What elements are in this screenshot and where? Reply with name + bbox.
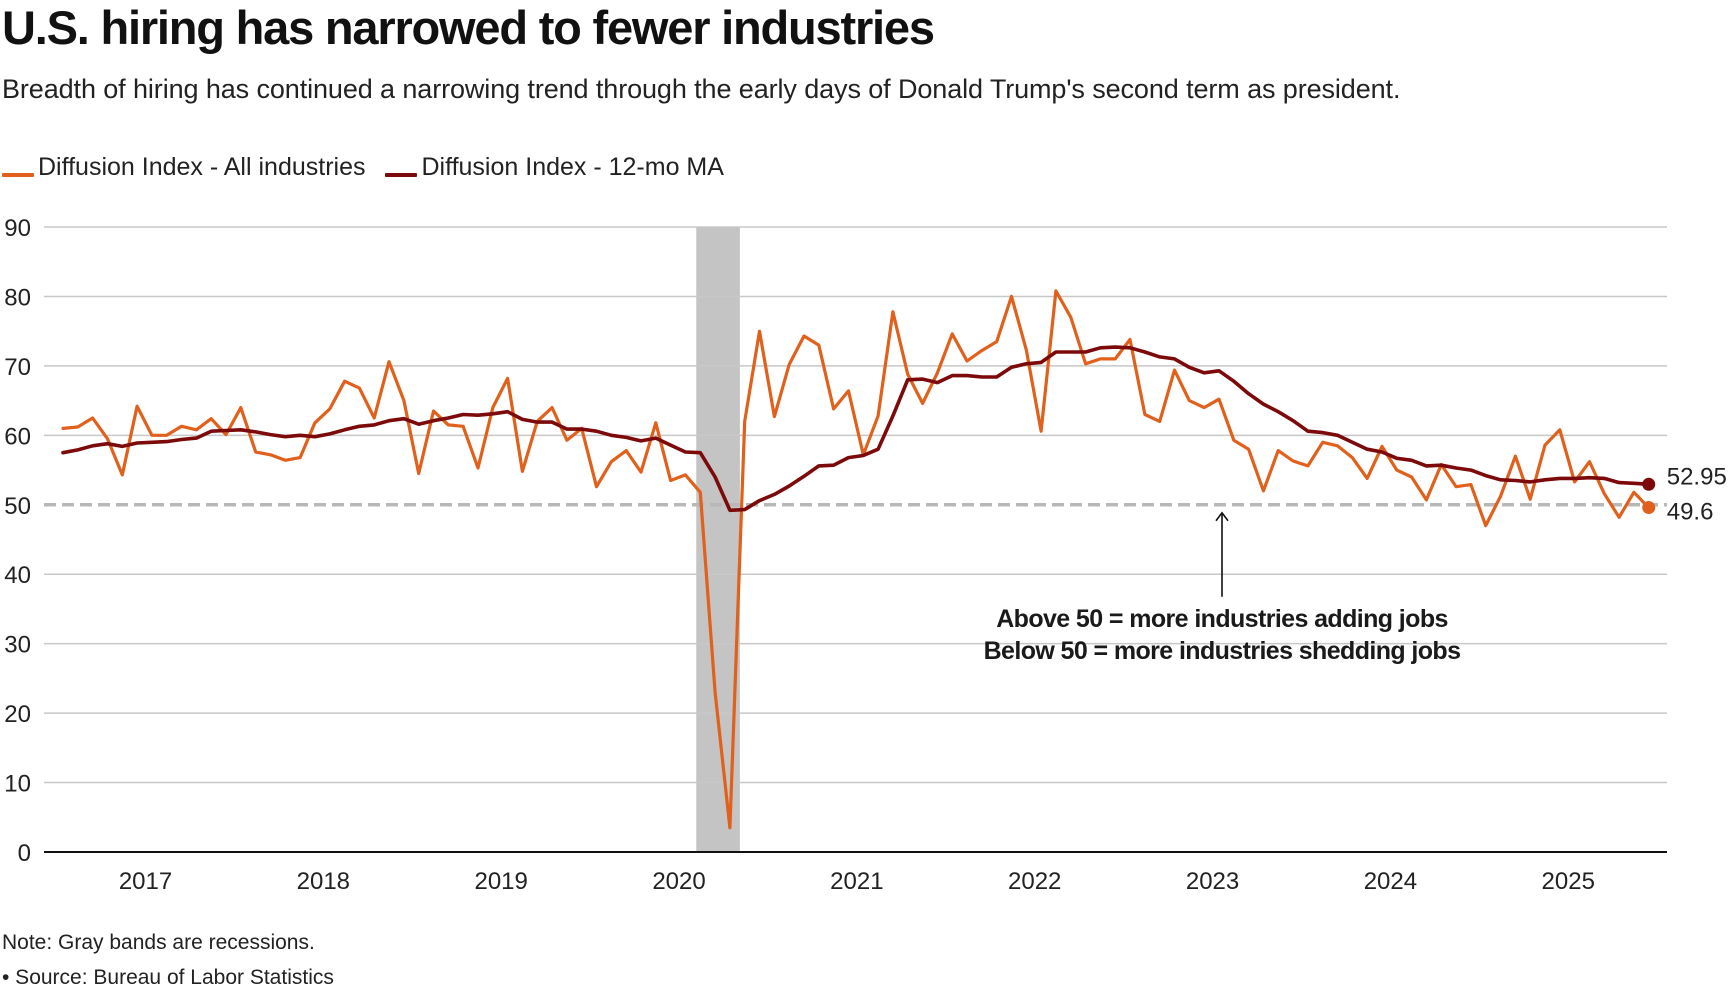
y-tick-label: 80: [4, 284, 31, 311]
x-tick-label: 2019: [474, 868, 527, 895]
legend-item-all-industries: Diffusion Index - All industries: [2, 153, 365, 182]
x-tick-label: 2024: [1364, 868, 1417, 895]
y-tick-label: 0: [18, 840, 31, 867]
y-tick-label: 90: [4, 215, 31, 242]
end-marker-all-industries: [1642, 501, 1656, 515]
annotation-line-2: Below 50 = more industries shedding jobs: [984, 637, 1461, 665]
footnote: Note: Gray bands are recessions.: [2, 931, 315, 954]
series-line-12mo-ma: [61, 345, 1651, 513]
x-tick-label: 2021: [830, 868, 883, 895]
y-tick-label: 70: [4, 354, 31, 381]
x-tick-label: 2020: [652, 868, 705, 895]
chart-title: U.S. hiring has narrowed to fewer indust…: [2, 1, 935, 54]
series-line-all-industries: [61, 289, 1651, 830]
chart-subtitle: Breadth of hiring has continued a narrow…: [2, 74, 1401, 104]
legend-label-all-industries: Diffusion Index - All industries: [38, 153, 366, 181]
series-lines: [61, 289, 1651, 830]
legend-label-ma: Diffusion Index - 12-mo MA: [421, 153, 724, 181]
legend-swatch-ma: [385, 172, 418, 177]
legend: Diffusion Index - All industries Diffusi…: [2, 153, 744, 182]
x-tick-label: 2018: [297, 868, 350, 895]
y-tick-label: 40: [4, 562, 31, 589]
legend-swatch-all-industries: [2, 172, 34, 177]
y-axis-ticks: 0 10 20 30 40 50 60 70 80 90: [4, 215, 31, 867]
x-tick-label: 2025: [1542, 868, 1595, 895]
annotation-line-1: Above 50 = more industries adding jobs: [996, 605, 1448, 633]
y-tick-label: 30: [4, 632, 31, 659]
y-tick-label: 20: [4, 701, 31, 728]
x-axis-ticks: 2017 2018 2019 2020 2021 2022 2023 2024 2025: [119, 868, 1595, 895]
legend-item-ma: Diffusion Index - 12-mo MA: [385, 153, 724, 182]
end-marker-12mo-ma: [1642, 477, 1656, 491]
end-label-12mo-ma: 52.95: [1667, 463, 1727, 490]
source-note: • Source: Bureau of Labor Statistics: [2, 966, 334, 989]
x-tick-label: 2022: [1008, 868, 1061, 895]
gridlines: [44, 226, 1667, 853]
annotation-arrowhead: [1215, 511, 1229, 522]
x-tick-label: 2017: [119, 868, 172, 895]
y-tick-label: 10: [4, 771, 31, 798]
y-tick-label: 60: [4, 423, 31, 450]
annotation: Above 50 = more industries adding jobs B…: [984, 511, 1461, 665]
y-tick-label: 50: [4, 493, 31, 520]
end-label-all-industries: 49.6: [1667, 499, 1714, 526]
x-tick-label: 2023: [1186, 868, 1239, 895]
end-labels: 49.6 52.95: [1642, 463, 1727, 526]
